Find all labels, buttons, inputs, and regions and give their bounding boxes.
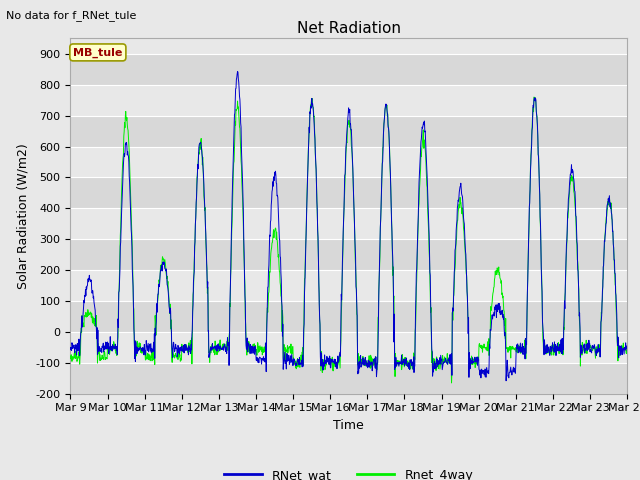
Bar xyxy=(70,208,627,239)
Bar xyxy=(70,363,627,394)
Bar xyxy=(70,85,627,116)
Text: No data for f_RNet_tule: No data for f_RNet_tule xyxy=(6,10,137,21)
Bar xyxy=(70,239,627,270)
Title: Net Radiation: Net Radiation xyxy=(297,21,401,36)
Bar xyxy=(70,116,627,146)
Legend: RNet_wat, Rnet_4way: RNet_wat, Rnet_4way xyxy=(220,464,478,480)
Bar xyxy=(70,54,627,85)
Bar xyxy=(70,332,627,363)
Bar xyxy=(70,301,627,332)
Bar xyxy=(70,270,627,301)
Bar xyxy=(70,146,627,178)
Bar xyxy=(70,178,627,208)
Text: MB_tule: MB_tule xyxy=(73,47,122,58)
Y-axis label: Solar Radiation (W/m2): Solar Radiation (W/m2) xyxy=(17,143,30,289)
X-axis label: Time: Time xyxy=(333,419,364,432)
